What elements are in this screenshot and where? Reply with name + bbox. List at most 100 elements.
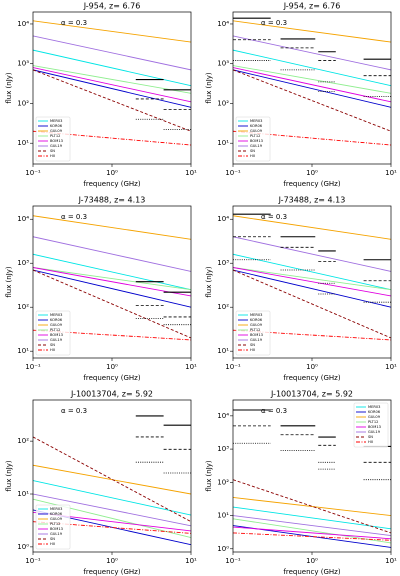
legend-label: GUL09: [368, 415, 381, 419]
y-tick-label: 10⁰: [217, 545, 229, 553]
legend-label: GUL19: [250, 338, 263, 342]
series-line: [233, 269, 391, 308]
legend-label: KOR06: [368, 410, 381, 414]
y-axis-label: flux (nJy): [5, 72, 13, 104]
panel-title: J-73488, z= 4.13: [278, 196, 346, 205]
series-line: [233, 69, 391, 108]
axes-frame: [32, 11, 192, 165]
series-line: [33, 215, 191, 240]
y-axis-label: flux (nJy): [205, 266, 213, 298]
axes-frame: [232, 399, 392, 553]
y-tick-label: 10²: [217, 99, 229, 107]
x-axis-label: frequency (GHz): [283, 568, 340, 576]
y-tick-label: 10³: [217, 259, 229, 267]
x-tick-label: 10¹: [185, 363, 197, 371]
series-line: [33, 65, 191, 94]
series-line: [233, 49, 391, 87]
y-tick-label: 10¹: [17, 490, 29, 498]
legend-label: SN: [50, 149, 55, 153]
panel: J-73488, z= 4.13 frequency (GHz) flux (nJy…: [205, 196, 397, 383]
x-tick-label: 10⁰: [306, 557, 318, 565]
x-tick-label: 10⁻¹: [25, 363, 41, 371]
series-line: [233, 20, 391, 43]
plot-area: [33, 215, 191, 341]
legend-label: PLT12: [50, 134, 60, 138]
legend-box: [353, 402, 389, 448]
y-axis-label: flux (nJy): [5, 460, 13, 492]
x-axis-label: frequency (GHz): [283, 180, 340, 188]
panel: J-10013704, z= 5.92 frequency (GHz) flux (…: [5, 390, 197, 576]
series-line: [33, 69, 191, 108]
annotation: α = 0.3: [261, 213, 287, 221]
x-tick-label: 10⁰: [106, 557, 118, 565]
legend-label: MER03: [50, 119, 62, 123]
series-line: [33, 480, 191, 516]
y-tick-label: 10³: [17, 259, 29, 267]
series-line: [33, 269, 191, 308]
legend-label: HII: [50, 154, 55, 158]
panel-title: J-10013704, z= 5.92: [70, 390, 153, 399]
legend-label: HII: [50, 542, 55, 546]
legend-label: GUL19: [50, 338, 63, 342]
x-tick-label: 10¹: [385, 169, 397, 177]
series-line: [233, 69, 391, 132]
legend-label: BOM13: [50, 527, 63, 531]
series-line: [33, 253, 191, 291]
y-tick-label: 10²: [217, 303, 229, 311]
legend-label: PLT12: [368, 420, 378, 424]
y-tick-label: 10³: [217, 60, 229, 68]
series-line: [33, 493, 191, 527]
panel: J-954, z= 6.76 frequency (GHz) flux (nJy) 1…: [205, 2, 397, 189]
panel-title: J-10013704, z= 5.92: [270, 390, 353, 399]
y-tick-label: 10¹: [17, 139, 29, 147]
x-tick-label: 10⁻¹: [225, 169, 241, 177]
legend-label: SN: [50, 343, 55, 347]
x-tick-label: 10⁰: [106, 169, 118, 177]
legend-label: SN: [50, 537, 55, 541]
x-tick-label: 10⁻¹: [225, 363, 241, 371]
series-line: [233, 215, 391, 240]
y-axis-label: flux (nJy): [205, 460, 213, 492]
legend-label: SN: [250, 343, 255, 347]
axes-frame: [232, 11, 392, 165]
legend-label: GUL19: [50, 144, 63, 148]
series-line: [233, 506, 391, 530]
series-line: [33, 35, 191, 71]
legend-box: [35, 504, 71, 550]
legend-label: MER03: [250, 313, 262, 317]
axes-frame: [32, 205, 192, 359]
series-line: [233, 526, 391, 540]
legend-box: [35, 116, 71, 162]
annotation: α = 0.3: [61, 213, 87, 221]
y-axis-label: flux (nJy): [205, 72, 213, 104]
legend-label: GUL09: [50, 129, 63, 133]
y-tick-label: 10⁴: [217, 20, 229, 28]
legend-label: GUL09: [50, 323, 63, 327]
x-tick-label: 10⁻¹: [225, 557, 241, 565]
x-tick-label: 10⁰: [306, 363, 318, 371]
legend-label: MER03: [50, 313, 62, 317]
series-line: [233, 269, 391, 339]
legend-label: HII: [250, 348, 255, 352]
legend-label: GUL19: [50, 532, 63, 536]
legend-label: PLT12: [50, 522, 60, 526]
series-line: [233, 267, 391, 291]
series-line: [33, 67, 191, 103]
legend-label: GUL09: [50, 517, 63, 521]
series-line: [33, 49, 191, 87]
legend-label: MER03: [50, 507, 62, 511]
x-axis-label: frequency (GHz): [83, 180, 140, 188]
y-tick-label: 10¹: [17, 347, 29, 355]
legend-label: MER03: [368, 405, 380, 409]
x-tick-label: 10⁰: [106, 363, 118, 371]
series-line: [233, 497, 391, 516]
y-tick-label: 10⁴: [217, 215, 229, 223]
y-tick-label: 10⁴: [217, 412, 229, 420]
series-line: [233, 267, 391, 297]
panel: J-73488, z= 4.13 frequency (GHz) flux (nJy…: [5, 196, 197, 383]
